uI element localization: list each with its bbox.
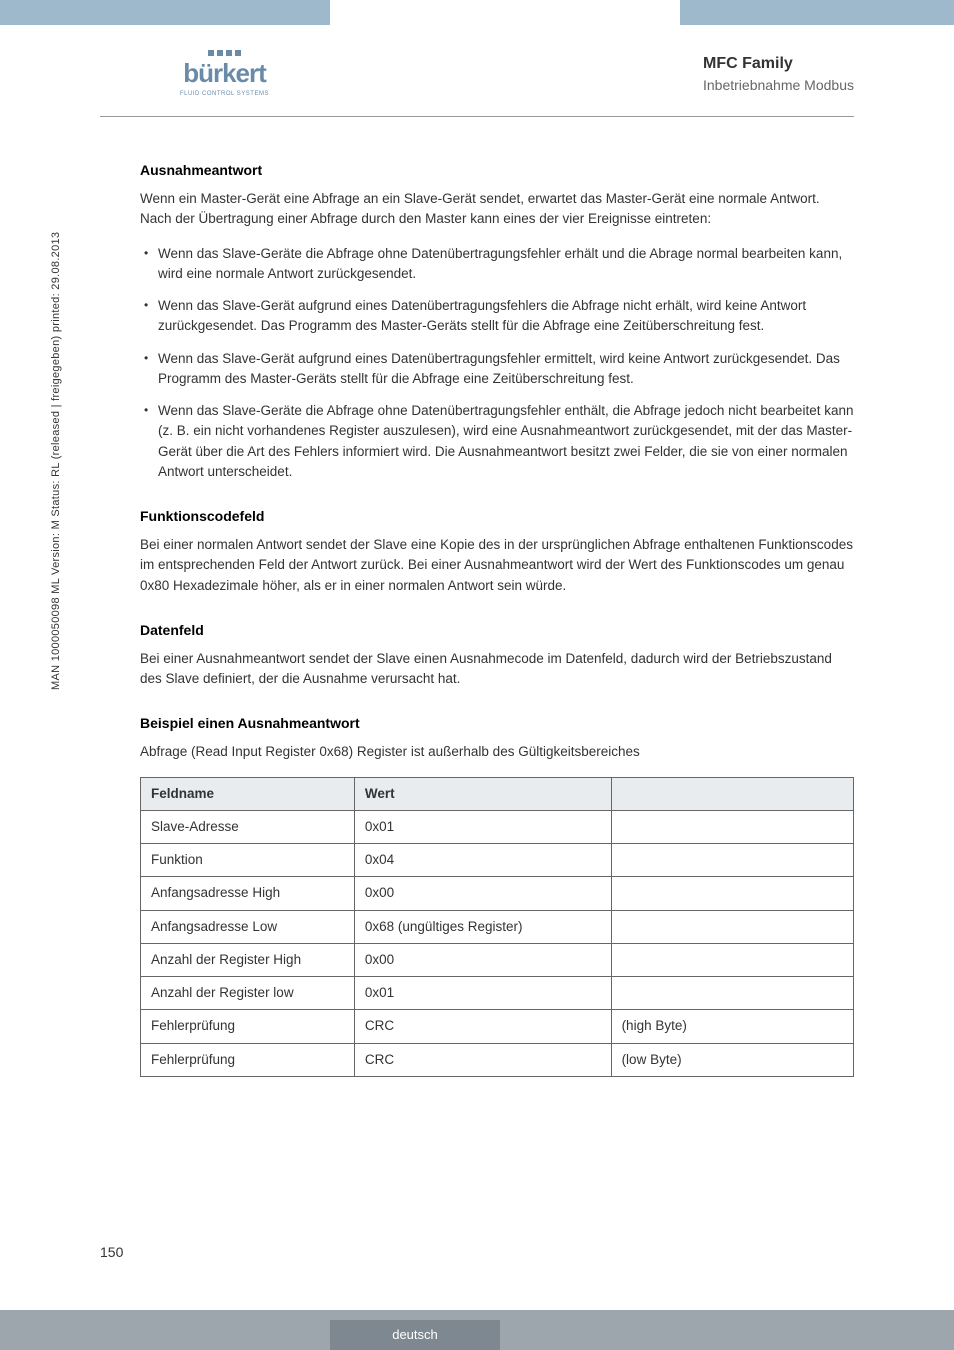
table-row: Funktion0x04: [141, 844, 854, 877]
list-item: Wenn das Slave-Geräte die Abfrage ohne D…: [140, 244, 854, 285]
list-item: Wenn das Slave-Geräte die Abfrage ohne D…: [140, 401, 854, 482]
heading: Datenfeld: [140, 620, 854, 641]
side-metadata: MAN 1000050098 ML Version: M Status: RL …: [50, 232, 62, 690]
logo-text: bürkert: [183, 58, 266, 89]
content-area: Ausnahmeantwort Wenn ein Master-Gerät ei…: [140, 160, 854, 1101]
col-header: [611, 777, 853, 810]
intro-text: Wenn ein Master-Gerät eine Abfrage an ei…: [140, 189, 854, 230]
table-body: Slave-Adresse0x01 Funktion0x04 Anfangsad…: [141, 810, 854, 1076]
heading: Beispiel einen Ausnahmeantwort: [140, 713, 854, 734]
page-number: 150: [100, 1244, 123, 1260]
top-bar-right: [680, 0, 954, 25]
logo-subtitle: FLUID CONTROL SYSTEMS: [180, 91, 269, 97]
section-beispiel: Beispiel einen Ausnahmeantwort Abfrage (…: [140, 713, 854, 1077]
section-datenfeld: Datenfeld Bei einer Ausnahmeantwort send…: [140, 620, 854, 690]
header-divider: [100, 116, 854, 117]
table-row: Anzahl der Register low0x01: [141, 977, 854, 1010]
body-text: Abfrage (Read Input Register 0x68) Regis…: [140, 742, 854, 762]
header-right: MFC Family Inbetriebnahme Modbus: [703, 55, 854, 93]
table-header-row: Feldname Wert: [141, 777, 854, 810]
table-row: FehlerprüfungCRC(low Byte): [141, 1043, 854, 1076]
col-header: Feldname: [141, 777, 355, 810]
table-row: Slave-Adresse0x01: [141, 810, 854, 843]
logo: bürkert FLUID CONTROL SYSTEMS: [180, 50, 269, 97]
section-funktionscodefeld: Funktionscodefeld Bei einer normalen Ant…: [140, 506, 854, 596]
body-text: Bei einer Ausnahmeantwort sendet der Sla…: [140, 649, 854, 690]
table-row: Anzahl der Register High0x00: [141, 943, 854, 976]
bullet-list: Wenn das Slave-Geräte die Abfrage ohne D…: [140, 244, 854, 483]
heading: Ausnahmeantwort: [140, 160, 854, 181]
logo-dots-icon: [208, 50, 241, 56]
doc-subtitle: Inbetriebnahme Modbus: [703, 77, 854, 93]
doc-title: MFC Family: [703, 55, 854, 73]
body-text: Bei einer normalen Antwort sendet der Sl…: [140, 535, 854, 596]
section-ausnahmeantwort: Ausnahmeantwort Wenn ein Master-Gerät ei…: [140, 160, 854, 482]
top-bars: [0, 0, 954, 25]
heading: Funktionscodefeld: [140, 506, 854, 527]
table-row: FehlerprüfungCRC(high Byte): [141, 1010, 854, 1043]
col-header: Wert: [354, 777, 611, 810]
table-row: Anfangsadresse Low0x68 (ungültiges Regis…: [141, 910, 854, 943]
list-item: Wenn das Slave-Gerät aufgrund eines Date…: [140, 296, 854, 337]
table-row: Anfangsadresse High0x00: [141, 877, 854, 910]
list-item: Wenn das Slave-Gerät aufgrund eines Date…: [140, 349, 854, 390]
page-header: bürkert FLUID CONTROL SYSTEMS MFC Family…: [0, 50, 954, 97]
footer-language-label: deutsch: [330, 1320, 500, 1350]
top-bar-left: [0, 0, 330, 25]
example-table: Feldname Wert Slave-Adresse0x01 Funktion…: [140, 777, 854, 1077]
